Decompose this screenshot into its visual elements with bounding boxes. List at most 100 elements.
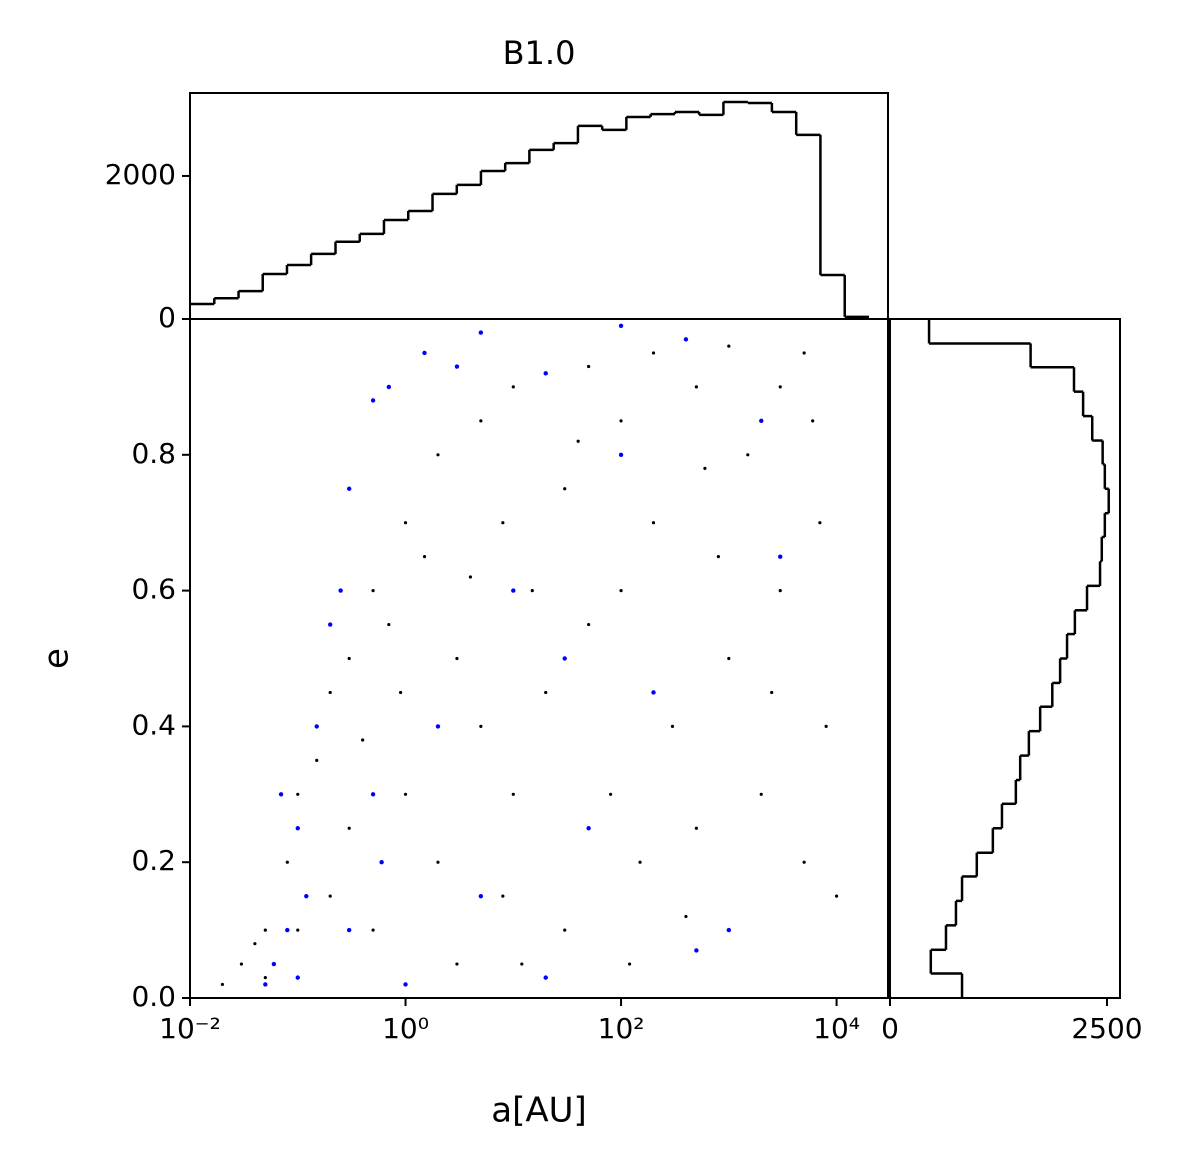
scatter-point (398, 690, 403, 695)
scatter-point (239, 962, 244, 966)
scatter-point (651, 690, 656, 695)
x-tick-label: 10² (598, 1012, 645, 1045)
scatter-point (727, 344, 731, 348)
scatter-point (285, 927, 290, 933)
scatter-point (403, 521, 408, 525)
x-axis-label: a[AU] (491, 1091, 587, 1131)
scatter-point (716, 555, 720, 559)
scatter-point (818, 521, 822, 525)
scatter-point (587, 364, 591, 369)
scatter-point (263, 976, 267, 980)
scatter-point (651, 521, 656, 525)
scatter-point (726, 927, 732, 933)
scatter-point (511, 385, 515, 389)
scatter-point (530, 589, 534, 593)
axes-frame (889, 318, 1121, 999)
scatter-point (296, 928, 300, 932)
scatter-point (802, 351, 806, 355)
scatter-point (338, 588, 343, 593)
scatter-point (778, 554, 783, 559)
scatter-point (346, 927, 352, 933)
x-tick-label: 10⁰ (382, 1012, 429, 1045)
scatter-point (563, 487, 567, 491)
scatter-point (746, 453, 750, 457)
scatter-point (619, 419, 623, 423)
scatter-point (543, 975, 548, 980)
scatter-point (501, 894, 505, 898)
scatter-point (436, 860, 440, 864)
scatter-point (618, 452, 624, 457)
scatter-point (328, 690, 332, 695)
y-tick-label: 0.2 (131, 844, 176, 877)
scatter-point (271, 961, 277, 967)
scatter-point (263, 982, 268, 987)
scatter-point (759, 792, 763, 796)
scatter-point (586, 826, 591, 831)
scatter-point (651, 351, 656, 355)
scatter-point (379, 860, 384, 865)
scatter-point (370, 792, 376, 797)
scatter-point (683, 337, 689, 342)
axes-frame (189, 92, 889, 320)
y-tick-label: 0.4 (131, 708, 176, 741)
scatter-point (684, 914, 688, 919)
scatter-point (295, 826, 300, 831)
scatter-point (511, 588, 516, 593)
scatter-point (627, 962, 632, 966)
scatter-point (778, 589, 782, 593)
x-tick-label: 0 (881, 1012, 899, 1045)
scatter-point (479, 419, 483, 423)
scatter-point (346, 486, 352, 491)
scatter-point (422, 555, 427, 559)
y-tick-label: 2000 (105, 158, 176, 191)
scatter-point (778, 385, 782, 389)
y-tick-label: 0.8 (131, 437, 176, 470)
x-tick-label: 10⁻² (159, 1012, 221, 1045)
scatter-point (609, 792, 613, 796)
scatter-point (296, 792, 300, 796)
scatter-point (403, 982, 408, 987)
axes-frame (189, 318, 889, 999)
scatter-point (347, 826, 351, 830)
scatter-point (478, 893, 484, 899)
scatter-point (587, 622, 591, 627)
scatter-point (314, 724, 319, 729)
scatter-point (361, 738, 365, 742)
scatter-point (285, 860, 289, 864)
scatter-point (403, 792, 408, 796)
scatter-point (435, 724, 441, 729)
scatter-point (501, 521, 505, 525)
scatter-point (422, 350, 427, 356)
scatter-point (618, 323, 624, 328)
scatter-point (520, 962, 524, 966)
scatter-point (455, 962, 459, 966)
scatter-point (328, 894, 332, 898)
scatter-point (371, 589, 375, 593)
scatter-point (347, 656, 351, 661)
scatter-point (770, 690, 774, 695)
scatter-point (694, 385, 698, 389)
scatter-point (436, 453, 440, 457)
x-tick-label: 10⁴ (813, 1012, 860, 1045)
scatter-point (694, 826, 698, 830)
y-tick-label: 0.0 (131, 980, 176, 1013)
scatter-point (371, 928, 375, 932)
y-tick-label: 0.6 (131, 573, 176, 606)
scatter-point (563, 928, 567, 932)
scatter-point (824, 724, 828, 729)
scatter-point (220, 982, 225, 987)
scatter-point (619, 589, 623, 593)
scatter-point (576, 439, 580, 443)
scatter-point (328, 622, 333, 627)
scatter-point (638, 860, 642, 864)
scatter-point (834, 894, 839, 898)
scatter-point (387, 622, 391, 627)
scatter-point (511, 792, 515, 796)
scatter-point (727, 656, 731, 661)
scatter-point (315, 758, 319, 762)
scatter-point (703, 466, 707, 470)
scatter-point (479, 724, 483, 729)
scatter-point (278, 792, 284, 797)
